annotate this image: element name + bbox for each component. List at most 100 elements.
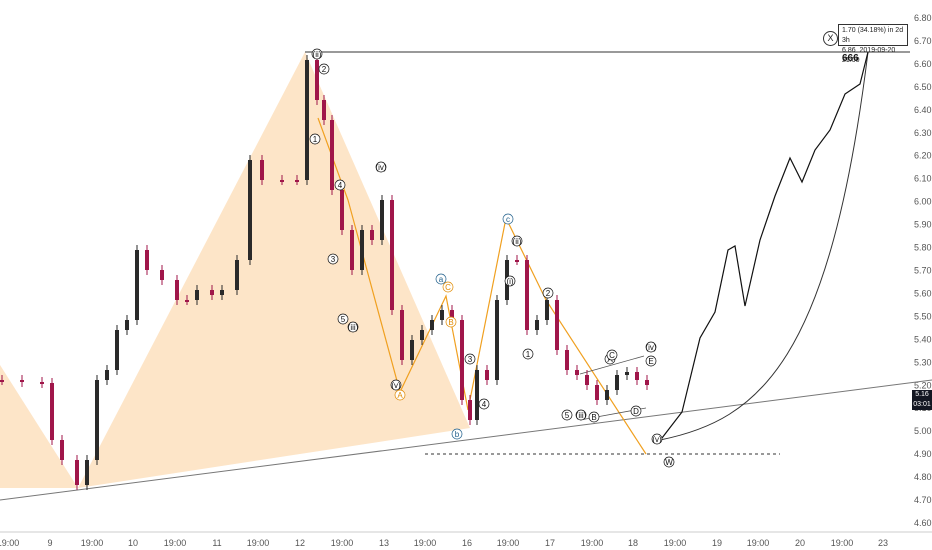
candle-body (50, 383, 54, 440)
candle-body (60, 440, 64, 460)
candle-body (85, 460, 89, 485)
x-tick-label: 20 (795, 538, 805, 548)
candle-body (495, 300, 499, 380)
wave-label: A (397, 391, 403, 400)
wave-label: C (609, 351, 615, 360)
candle-body (585, 375, 589, 385)
candle-body (475, 370, 479, 420)
x-tick-label: 19:00 (664, 538, 687, 548)
candle-body (420, 330, 424, 340)
x-tick-label: 19:00 (414, 538, 437, 548)
x-tick-label: 19:00 (331, 538, 354, 548)
candle-body (235, 260, 239, 290)
candle-body (95, 380, 99, 460)
candle-body (195, 290, 199, 300)
candle-body (370, 230, 374, 240)
candle-body (115, 330, 119, 370)
wave-label: a (439, 275, 444, 284)
projection-curve (660, 52, 868, 440)
y-tick-label: 5.70 (914, 266, 932, 276)
x-tick-label: 18 (628, 538, 638, 548)
x-tick-label: 9 (47, 538, 52, 548)
x-tick-label: 19:00 (581, 538, 604, 548)
candle-body (460, 320, 464, 400)
y-tick-label: 6.80 (914, 13, 932, 23)
measure-price: 6.86 (842, 47, 856, 54)
candle-body (565, 350, 569, 370)
candle-body (175, 280, 179, 300)
y-tick-label: 6.40 (914, 105, 932, 115)
candle-body (315, 60, 319, 100)
candle-body (515, 260, 519, 262)
candle-body (145, 250, 149, 270)
wave-label: 1 (526, 350, 531, 359)
y-tick-label: 6.50 (914, 82, 932, 92)
candle-body (440, 310, 444, 320)
candle-body (390, 200, 394, 310)
candle-body (430, 320, 434, 330)
wave-label: (ii) (513, 237, 522, 246)
candle-body (555, 300, 559, 350)
x-tick-label: 13 (379, 538, 389, 548)
candle-body (0, 380, 4, 382)
candle-body (468, 400, 472, 420)
wave-label: W (665, 458, 673, 467)
candle-body (410, 340, 414, 360)
y-tick-label: 5.90 (914, 220, 932, 230)
candle-body (360, 230, 364, 270)
wave-label: 3 (468, 355, 473, 364)
y-tick-label: 4.70 (914, 495, 932, 505)
current-price-tag: 5.16 03:01 (912, 390, 932, 410)
x-tick-label: 23 (878, 538, 888, 548)
wave-label: B (591, 413, 596, 422)
candle-body (525, 260, 529, 330)
candle-body (248, 160, 252, 260)
wave-label: D (633, 407, 639, 416)
candle-body (40, 382, 44, 384)
candle-body (125, 320, 129, 330)
candle-body (160, 270, 164, 280)
wave-label: (ii) (313, 50, 322, 59)
y-tick-label: 4.60 (914, 518, 932, 528)
y-tick-label: 5.40 (914, 334, 932, 344)
candle-body (105, 370, 109, 380)
candle-body (635, 372, 639, 380)
wave-label: 2 (546, 289, 551, 298)
x-tick-label: 11 (212, 538, 221, 548)
x-tick-label: 19 (712, 538, 722, 548)
wave-label: (iii) (576, 411, 587, 420)
candle-body (645, 380, 649, 385)
candle-body (322, 100, 326, 120)
wave-label: (iv) (645, 343, 656, 352)
y-tick-label: 5.80 (914, 243, 932, 253)
candle-body (625, 372, 629, 375)
wave-label: (iv) (375, 163, 386, 172)
candle-body (210, 290, 214, 295)
pattern-triangle-left (0, 365, 78, 488)
wave-label: 4 (482, 400, 487, 409)
y-tick-label: 5.60 (914, 288, 932, 298)
candle-body (595, 385, 599, 400)
y-tick-label: 6.70 (914, 36, 932, 46)
y-tick-label: 4.90 (914, 449, 932, 459)
wave-label: 1 (313, 135, 318, 144)
candle-body (75, 460, 79, 485)
y-tick-label: 6.30 (914, 128, 932, 138)
y-tick-label: 6.10 (914, 174, 932, 184)
candle-body (615, 375, 619, 390)
candle-body (485, 370, 489, 380)
wave-label: 5 (341, 315, 346, 324)
candle-body (280, 180, 284, 182)
x-tick-label: 19:00 (81, 538, 104, 548)
candle-body (535, 320, 539, 330)
measure-info-box: 1.70 (34.18%) in 2d 3h 6.86 2019-09-20 2… (838, 24, 908, 46)
candle-body (260, 160, 264, 180)
y-tick-label: 5.50 (914, 311, 932, 321)
y-tick-label: 5.30 (914, 357, 932, 367)
candle-body (295, 180, 299, 182)
candle-body (380, 200, 384, 240)
wave-label: b (455, 430, 460, 439)
measure-line1: 1.70 (34.18%) in 2d 3h (842, 26, 904, 46)
x-tick-label: 19:00 (497, 538, 520, 548)
